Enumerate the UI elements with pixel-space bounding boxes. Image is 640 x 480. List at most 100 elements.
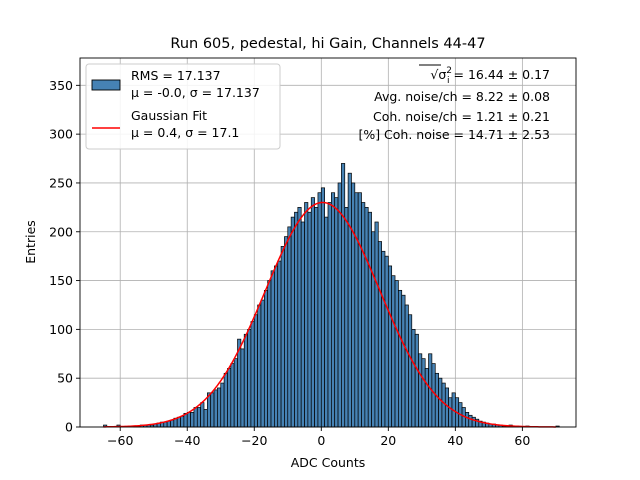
x-tick-label: 40 bbox=[447, 433, 463, 448]
histogram-bar bbox=[354, 192, 359, 428]
histogram-bar bbox=[196, 407, 201, 428]
histogram-bar bbox=[441, 382, 446, 428]
histogram-bar bbox=[200, 402, 205, 428]
x-tick-label: −20 bbox=[241, 433, 267, 448]
histogram-bar bbox=[290, 216, 295, 428]
histogram-bar bbox=[217, 387, 222, 428]
histogram-bar bbox=[287, 226, 292, 428]
histogram-bar bbox=[438, 377, 443, 428]
histogram-bar bbox=[284, 236, 289, 428]
histogram-bar bbox=[431, 363, 436, 428]
y-tick-label: 300 bbox=[49, 127, 73, 142]
stat-sigma-root: √σ bbox=[430, 67, 446, 82]
x-tick-label: 60 bbox=[514, 433, 530, 448]
histogram-bar bbox=[267, 280, 272, 428]
x-tick-label: −60 bbox=[107, 433, 133, 448]
histogram-bar bbox=[247, 329, 252, 428]
stat-avg-noise: Avg. noise/ch = 8.22 ± 0.08 bbox=[374, 89, 550, 104]
histogram-bar bbox=[414, 333, 419, 428]
histogram-bar bbox=[394, 280, 399, 428]
histogram-bar bbox=[240, 348, 245, 428]
histogram-bar bbox=[398, 289, 403, 428]
histogram-bar bbox=[411, 329, 416, 428]
histogram-bar bbox=[227, 368, 232, 428]
x-axis-ticks: −60 −40 −20 0 20 40 60 bbox=[107, 427, 530, 448]
histogram-bar bbox=[277, 260, 282, 428]
histogram-bars bbox=[103, 163, 560, 428]
legend-label-fit: Gaussian Fit bbox=[131, 108, 207, 123]
histogram-bar bbox=[223, 372, 228, 428]
stat-sigma-sup: 2 bbox=[446, 66, 452, 76]
stat-sigma: √σ2 i = 16.44 ± 0.17 bbox=[430, 66, 550, 86]
y-tick-label: 150 bbox=[49, 273, 73, 288]
histogram-bar bbox=[331, 192, 336, 428]
x-axis-label: ADC Counts bbox=[291, 455, 366, 470]
legend: RMS = 17.137 μ = -0.0, σ = 17.137 Gaussi… bbox=[85, 63, 281, 150]
histogram-bar bbox=[404, 304, 409, 428]
legend-label-fit-params: μ = 0.4, σ = 17.1 bbox=[131, 125, 239, 140]
histogram-bar bbox=[361, 202, 366, 428]
histogram-bar bbox=[257, 304, 262, 428]
histogram-bar bbox=[384, 255, 389, 428]
histogram-bar bbox=[387, 265, 393, 428]
histogram-bar bbox=[297, 207, 302, 428]
histogram-bar bbox=[213, 389, 218, 428]
histogram-bar bbox=[274, 265, 279, 428]
stat-sigma-sub: i bbox=[447, 76, 450, 86]
histogram-bar bbox=[170, 419, 175, 428]
plot-frame bbox=[79, 57, 577, 428]
stat-sigma-value: = 16.44 ± 0.17 bbox=[450, 67, 550, 82]
y-tick-label: 0 bbox=[65, 420, 73, 435]
histogram-bar bbox=[314, 207, 319, 428]
histogram-bar bbox=[294, 211, 299, 428]
histogram-bar bbox=[220, 382, 225, 428]
histogram-bar bbox=[351, 182, 356, 428]
histogram-bar bbox=[260, 299, 265, 428]
histogram-bar bbox=[317, 192, 322, 428]
histogram-bar bbox=[344, 207, 349, 428]
histogram-bar bbox=[374, 221, 379, 428]
histogram-bar bbox=[421, 358, 426, 428]
legend-swatch-histogram bbox=[91, 79, 121, 91]
histogram-bar bbox=[300, 221, 305, 428]
chart-title: Run 605, pedestal, hi Gain, Channels 44-… bbox=[170, 36, 485, 52]
histogram-bar bbox=[166, 420, 171, 428]
histogram-bar bbox=[320, 187, 325, 428]
histogram-bar bbox=[310, 197, 315, 428]
histogram-bar bbox=[270, 270, 275, 428]
histogram-bar bbox=[163, 421, 168, 428]
x-tick-label: −40 bbox=[174, 433, 200, 448]
histogram-bar bbox=[176, 416, 181, 428]
histogram-bar bbox=[230, 363, 235, 428]
histogram-bar bbox=[424, 368, 429, 428]
histogram-bar bbox=[377, 241, 382, 428]
grid bbox=[80, 58, 576, 428]
x-tick-label: 0 bbox=[317, 433, 325, 448]
histogram-bar bbox=[337, 182, 342, 428]
y-axis-ticks: 0 50 100 150 200 250 300 350 bbox=[49, 78, 80, 435]
histogram-bar bbox=[243, 333, 248, 428]
histogram-bar bbox=[364, 207, 369, 428]
histogram-bar bbox=[203, 409, 208, 428]
histogram-bar bbox=[250, 321, 255, 428]
histogram-bar bbox=[418, 353, 423, 428]
noise-stats: √σ2 i = 16.44 ± 0.17 Avg. noise/ch = 8.22… bbox=[358, 64, 550, 142]
histogram-bar bbox=[180, 415, 185, 428]
histogram-bar bbox=[207, 392, 212, 428]
histogram-bar bbox=[304, 202, 309, 428]
y-tick-label: 50 bbox=[57, 371, 73, 386]
y-axis-label: Entries bbox=[23, 220, 38, 264]
histogram-bar bbox=[280, 246, 285, 428]
histogram-bar bbox=[381, 250, 386, 428]
histogram-bar bbox=[327, 202, 332, 428]
histogram-bar bbox=[468, 414, 473, 428]
histogram-bar bbox=[401, 294, 406, 428]
histogram-bar bbox=[307, 211, 312, 428]
histogram-bar bbox=[448, 397, 453, 428]
histogram-bar bbox=[253, 314, 258, 428]
histogram-bar bbox=[210, 392, 215, 428]
histogram-bar bbox=[347, 172, 352, 428]
histogram-bar bbox=[233, 358, 238, 428]
histogram-bar bbox=[371, 231, 376, 428]
